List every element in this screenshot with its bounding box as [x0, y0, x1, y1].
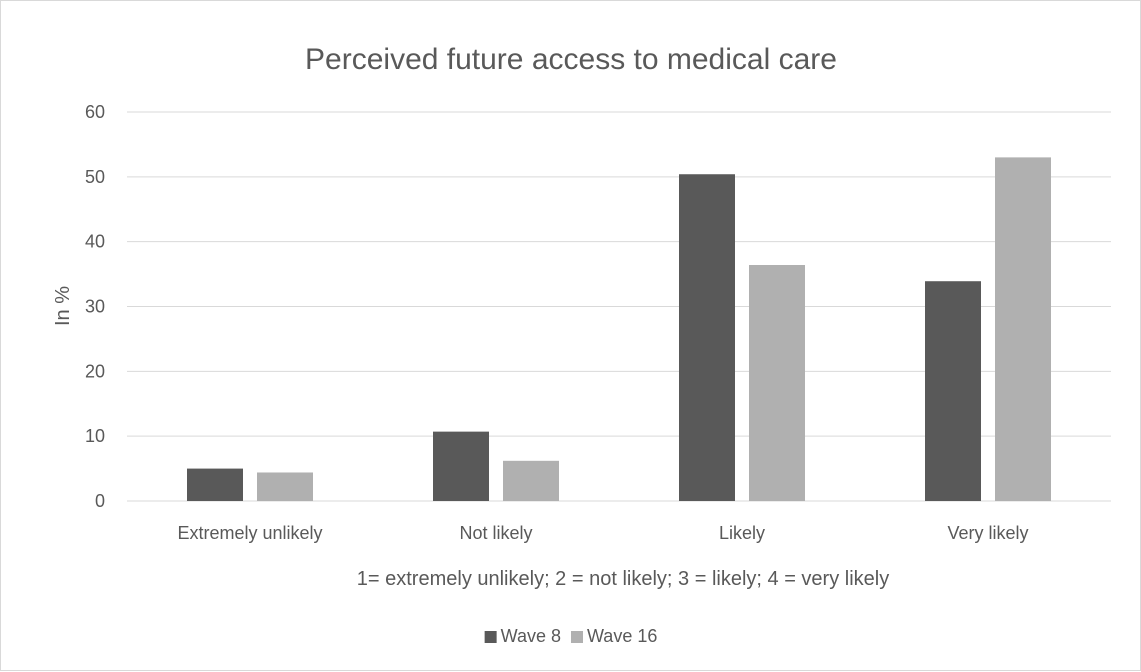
gridlines: [127, 111, 1111, 502]
y-tick-label: 0: [95, 491, 105, 511]
chart-title: Perceived future access to medical care: [305, 43, 837, 76]
y-tick-label: 50: [85, 167, 105, 187]
bars: [187, 157, 1051, 502]
x-axis-title: 1= extremely unlikely; 2 = not likely; 3…: [357, 568, 889, 590]
y-tick-label: 20: [85, 361, 105, 381]
legend: Wave 8 Wave 16: [484, 626, 657, 646]
bar-wave-16-likely: [749, 265, 805, 501]
legend-swatch-wave-8: [484, 631, 497, 643]
legend-label: Wave 8: [501, 626, 561, 646]
x-tick-label: Extremely unlikely: [177, 523, 322, 543]
bar-wave-16-very-likely: [995, 157, 1051, 501]
bar-wave-16-extremely-unlikely: [257, 472, 313, 501]
legend-swatch-wave-16: [570, 631, 583, 643]
bar-wave-8-extremely-unlikely: [187, 468, 243, 501]
bar-wave-8-very-likely: [925, 281, 981, 501]
legend-label: Wave 16: [587, 626, 657, 646]
x-axis-ticks: Extremely unlikely Not likely Likely Very l…: [177, 523, 1028, 543]
y-tick-label: 30: [85, 297, 105, 317]
y-axis-ticks: 0 10 20 30 40 50 60: [85, 102, 105, 511]
x-tick-label: Very likely: [947, 523, 1028, 543]
x-tick-label: Likely: [719, 523, 765, 543]
bar-wave-8-not-likely: [433, 431, 489, 501]
y-axis-title: In %: [52, 286, 74, 326]
y-tick-label: 60: [85, 102, 105, 122]
bar-wave-16-not-likely: [503, 460, 559, 501]
bar-wave-8-likely: [679, 174, 735, 502]
y-tick-label: 10: [85, 426, 105, 446]
y-tick-label: 40: [85, 232, 105, 252]
x-tick-label: Not likely: [459, 523, 532, 543]
